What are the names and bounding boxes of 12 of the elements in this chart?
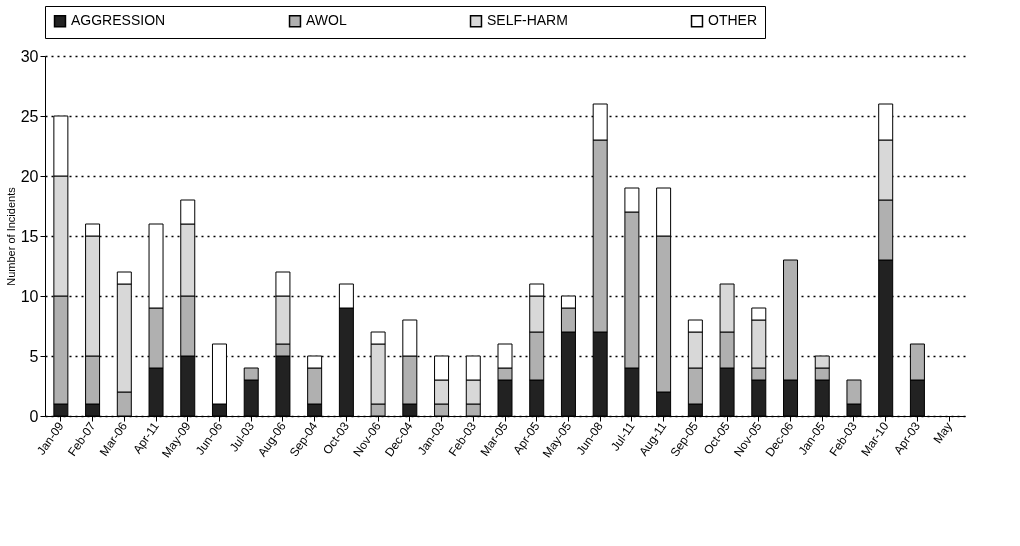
y-tick-label: 10: [20, 287, 39, 305]
legend-label: OTHER: [708, 12, 757, 29]
legend-label: AWOL: [306, 12, 347, 29]
y-tick-label: 15: [20, 227, 39, 245]
legend-label: SELF-HARM: [487, 12, 568, 29]
y-tick-label: 20: [20, 167, 39, 185]
legend-label: AGGRESSION: [71, 12, 166, 29]
y-tick-label: 30: [20, 47, 39, 65]
y-axis-title: Number of Incidents: [4, 186, 17, 286]
y-tick-label: 25: [20, 107, 39, 125]
y-tick-label: 0: [29, 407, 39, 425]
y-tick-label: 5: [29, 347, 39, 365]
